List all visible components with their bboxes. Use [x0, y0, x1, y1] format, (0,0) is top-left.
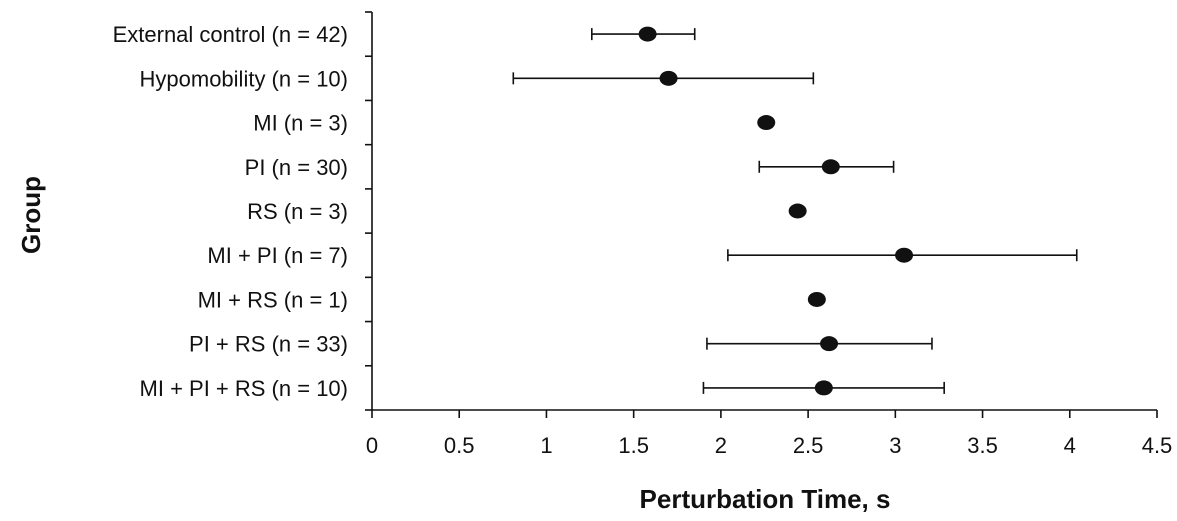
data-point — [895, 247, 914, 263]
x-tick-label: 1 — [540, 433, 552, 458]
data-point — [814, 380, 833, 396]
data-point — [757, 115, 776, 131]
category-label: MI + RS (n = 1) — [198, 287, 348, 312]
category-label: External control (n = 42) — [113, 22, 348, 47]
data-point — [659, 70, 678, 86]
x-tick-label: 4 — [1064, 433, 1076, 458]
data-point — [807, 291, 826, 307]
error-bar — [706, 337, 933, 350]
x-tick-label: 4.5 — [1142, 433, 1173, 458]
category-label: PI (n = 30) — [245, 155, 348, 180]
category-label: MI + PI (n = 7) — [207, 243, 348, 268]
x-axis-title: Perturbation Time, s — [640, 484, 891, 514]
data-point — [821, 159, 840, 175]
x-tick-label: 0.5 — [444, 433, 475, 458]
x-tick-label: 3.5 — [967, 433, 998, 458]
data-point — [788, 203, 807, 219]
category-label: PI + RS (n = 33) — [189, 332, 348, 357]
category-label: MI + PI + RS (n = 10) — [140, 376, 348, 401]
data-point — [638, 26, 657, 42]
category-label: Hypomobility (n = 10) — [140, 66, 348, 91]
y-axis: External control (n = 42) Hypomobility (n… — [113, 11, 373, 411]
x-tick-label: 3 — [889, 433, 901, 458]
category-label: MI (n = 3) — [253, 111, 348, 136]
x-axis: 0 0.5 1 1.5 2 2.5 3 3.5 4 4.5 — [366, 409, 1173, 458]
category-label: RS (n = 3) — [247, 199, 348, 224]
x-tick-label: 0 — [366, 433, 378, 458]
x-tick-label: 1.5 — [618, 433, 649, 458]
data-point — [820, 336, 839, 352]
x-tick-label: 2 — [715, 433, 727, 458]
x-tick-label: 2.5 — [793, 433, 824, 458]
data-marks — [512, 26, 1078, 396]
y-axis-title: Group — [16, 176, 46, 254]
